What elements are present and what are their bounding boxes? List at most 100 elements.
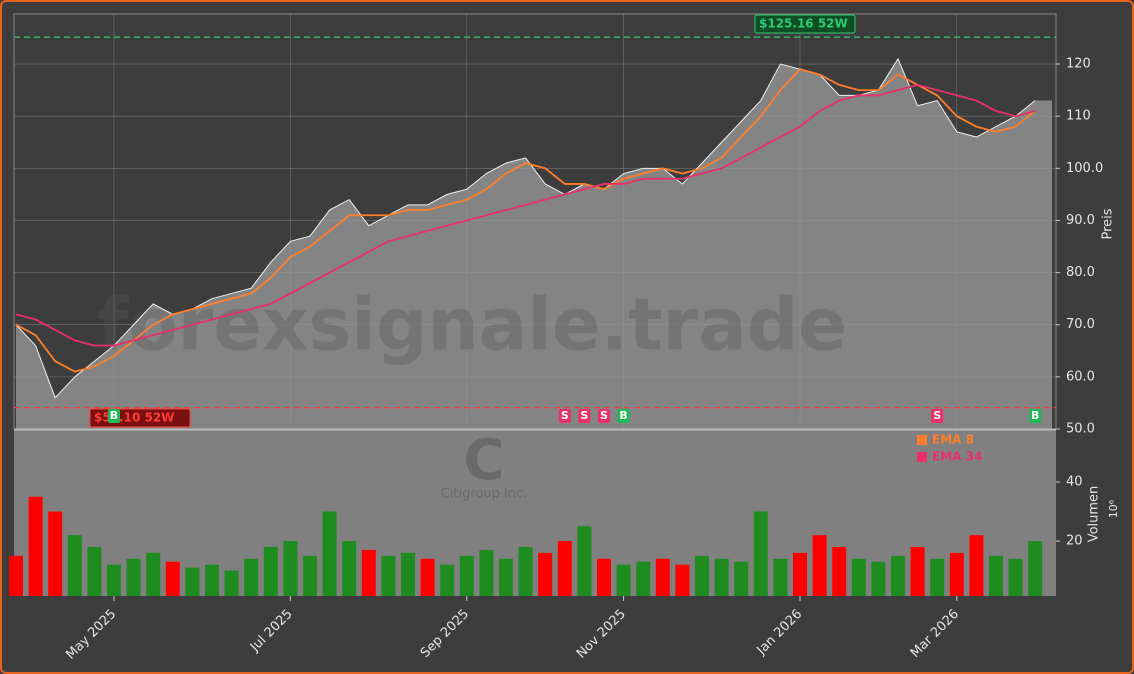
volume-bar — [714, 558, 729, 596]
y2-offset: 10⁶ — [1107, 499, 1120, 518]
volume-bar — [9, 555, 23, 596]
volume-bar — [538, 552, 553, 596]
ema-line — [15, 68, 1036, 373]
signal-box — [578, 409, 591, 423]
legend-label: EMA 8 — [932, 433, 974, 447]
volume-bar — [479, 549, 494, 596]
volume-bar — [224, 570, 239, 596]
signal-label: S — [561, 409, 569, 422]
volume-bar — [891, 555, 905, 596]
hline-label: $54.10 52W — [94, 411, 174, 425]
signal-label: B — [1031, 409, 1039, 422]
volume-bar — [812, 535, 827, 596]
y2-tick-label: 40 — [1066, 474, 1083, 489]
volume-bar — [48, 511, 63, 596]
legend-label: EMA 34 — [932, 450, 982, 464]
volume-bar — [969, 535, 984, 596]
volume-bar — [636, 561, 651, 596]
signal-box — [598, 409, 610, 423]
volume-bar — [989, 555, 1003, 596]
volume-bar — [753, 511, 768, 596]
y-tick-label: 110 — [1066, 109, 1091, 124]
volume-bar — [205, 564, 219, 596]
volume-bar — [518, 546, 533, 596]
volume-bar — [655, 558, 670, 596]
signal-label: S — [933, 409, 941, 422]
price-area — [16, 58, 1052, 430]
y-tick-label: 100.0 — [1066, 161, 1103, 176]
volume-bar — [420, 558, 435, 596]
hline-label-box — [754, 14, 856, 34]
volume-bar — [28, 496, 43, 596]
volume-bar — [146, 552, 161, 596]
watermark: forexsignale.trade — [97, 283, 847, 367]
volume-bar — [832, 546, 847, 596]
volume-bar — [342, 541, 357, 596]
signal-label: B — [110, 409, 118, 422]
y-tick-label: 120 — [1066, 57, 1091, 72]
volume-bar — [185, 567, 200, 596]
volume-bar — [1008, 558, 1023, 596]
volume-bar — [793, 552, 807, 596]
hline-label: $125.16 52W — [759, 17, 848, 31]
volume-bar — [577, 526, 592, 596]
volume-bar — [459, 555, 474, 596]
signal-label: B — [619, 409, 627, 422]
volume-bar — [597, 558, 611, 596]
volume-bar — [165, 561, 180, 596]
volume-bar — [675, 564, 690, 596]
legend-swatch — [917, 452, 927, 462]
volume-bar — [851, 558, 866, 596]
volume-bar — [283, 541, 298, 596]
volume-bar — [126, 558, 141, 596]
volume-bar — [401, 552, 415, 596]
legend-swatch — [917, 435, 927, 445]
y-axis-title: Preis — [1101, 208, 1116, 239]
volume-bar — [303, 555, 317, 596]
volume-bar — [557, 541, 572, 596]
volume-bar — [322, 511, 337, 596]
y-tick-label: 80.0 — [1066, 265, 1095, 280]
volume-bar — [930, 558, 945, 596]
y-tick-label: 50.0 — [1066, 422, 1095, 437]
ema-line — [15, 83, 1036, 347]
volume-bar — [263, 546, 278, 596]
signal-box — [931, 409, 944, 423]
x-tick-label: Sep 2025 — [418, 607, 472, 661]
volume-bar — [949, 552, 964, 596]
signal-box — [558, 409, 571, 423]
company: Citigroup Inc. — [441, 487, 528, 502]
volume-bar — [695, 555, 709, 596]
y-tick-label: 60.0 — [1066, 369, 1095, 384]
x-tick-label: Jan 2026 — [753, 607, 805, 659]
volume-bar — [734, 561, 749, 596]
x-tick-label: Nov 2025 — [574, 607, 629, 662]
volume-bar — [107, 564, 121, 596]
y-tick-label: 70.0 — [1066, 317, 1095, 332]
volume-bar — [361, 549, 376, 596]
volume-bar — [87, 546, 102, 596]
volume-bar — [67, 535, 82, 596]
y-tick-label: 90.0 — [1066, 213, 1095, 228]
signal-label: S — [600, 409, 608, 422]
volume-bar — [910, 546, 925, 596]
volume-bar — [773, 558, 788, 596]
signal-box — [1029, 409, 1042, 423]
volume-bar — [1028, 541, 1043, 596]
signal-box — [617, 409, 630, 423]
volume-bar — [616, 564, 631, 596]
x-tick-label: Jul 2025 — [247, 607, 296, 656]
volume-bar — [381, 555, 396, 596]
signal-label: S — [580, 409, 588, 422]
y2-tick-label: 20 — [1066, 534, 1083, 549]
volume-bar — [499, 558, 513, 596]
x-tick-label: Mar 2026 — [908, 607, 962, 661]
volume-bar — [244, 558, 259, 596]
logo: C — [463, 428, 504, 493]
x-tick-label: May 2025 — [63, 607, 119, 663]
signal-box — [108, 409, 120, 423]
volume-bar — [871, 561, 886, 596]
volume-bar — [440, 564, 455, 596]
